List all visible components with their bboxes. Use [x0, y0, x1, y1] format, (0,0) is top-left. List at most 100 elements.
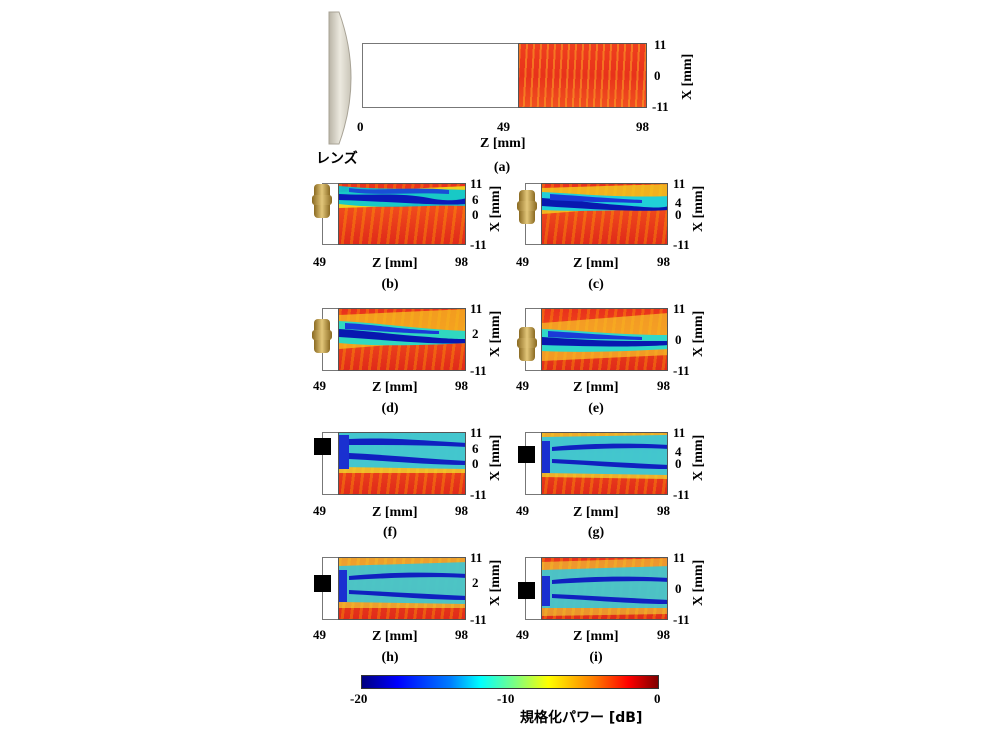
- panel-caption: (d): [381, 401, 399, 416]
- panel-caption: (g): [587, 525, 605, 540]
- y-axis-label: X [mm]: [691, 434, 706, 481]
- y-axis-label: X [mm]: [488, 185, 503, 232]
- x-axis-label: Z [mm]: [573, 505, 619, 520]
- x-axis-label: Z [mm]: [372, 256, 418, 271]
- field-map: [541, 557, 668, 620]
- y-axis-label: X [mm]: [680, 53, 695, 100]
- y-tick: -11: [470, 487, 487, 502]
- x-tick: 49: [313, 254, 326, 269]
- brass-cylinder-icon: [517, 190, 537, 224]
- colorbar-tick: 0: [654, 691, 661, 706]
- x-tick: 49: [516, 378, 529, 393]
- y-tick: -11: [673, 237, 690, 252]
- x-axis-label: Z [mm]: [573, 380, 619, 395]
- y-tick: -11: [673, 363, 690, 378]
- x-axis-label: Z [mm]: [372, 629, 418, 644]
- y-tick: 6: [472, 441, 479, 456]
- panel-frame: [322, 432, 338, 495]
- brass-cylinder-icon: [312, 184, 332, 218]
- field-map-a: [518, 43, 647, 108]
- y-axis-label: X [mm]: [488, 559, 503, 606]
- lens-icon: [328, 11, 352, 145]
- panel-caption: (h): [381, 650, 399, 665]
- x-tick: 98: [455, 378, 468, 393]
- colorbar-tick: -10: [497, 691, 515, 706]
- y-tick: 11: [673, 176, 686, 191]
- x-axis-label: Z [mm]: [573, 256, 619, 271]
- x-tick: 98: [636, 119, 649, 134]
- x-tick: 49: [497, 119, 510, 134]
- y-tick: 11: [673, 425, 686, 440]
- y-tick: 2: [472, 575, 479, 590]
- empty-region: [362, 43, 518, 108]
- field-map: [338, 432, 466, 495]
- x-tick: 98: [657, 378, 670, 393]
- panel-caption: (f): [383, 525, 397, 540]
- x-tick: 98: [455, 627, 468, 642]
- field-map: [338, 557, 466, 620]
- y-tick: 11: [470, 550, 483, 565]
- y-axis-label: X [mm]: [691, 185, 706, 232]
- x-axis-label: Z [mm]: [372, 505, 418, 520]
- x-tick: 98: [657, 627, 670, 642]
- x-tick: 49: [313, 378, 326, 393]
- x-tick: 98: [657, 254, 670, 269]
- panel-caption: (i): [589, 650, 603, 665]
- y-tick: 0: [675, 456, 682, 471]
- panel-caption: (a): [493, 160, 511, 175]
- field-map: [338, 183, 466, 245]
- y-tick: -11: [470, 612, 487, 627]
- y-axis-label: X [mm]: [691, 310, 706, 357]
- y-tick: -11: [470, 363, 487, 378]
- y-tick: 11: [470, 301, 483, 316]
- field-map: [541, 308, 668, 371]
- x-tick: 98: [455, 254, 468, 269]
- y-tick: 0: [472, 456, 479, 471]
- y-tick: 4: [675, 444, 682, 459]
- y-tick: -11: [673, 487, 690, 502]
- y-tick: 0: [675, 207, 682, 222]
- x-tick: 98: [657, 503, 670, 518]
- field-map: [338, 308, 466, 371]
- black-square-icon: [518, 582, 535, 599]
- colorbar-tick: -20: [350, 691, 368, 706]
- x-axis-label: Z [mm]: [372, 380, 418, 395]
- panel-caption: (e): [588, 401, 604, 416]
- lens-label: レンズ: [316, 151, 358, 167]
- x-tick: 98: [455, 503, 468, 518]
- colorbar-label: 規格化パワー [dB]: [520, 710, 643, 726]
- brass-cylinder-icon: [312, 319, 332, 353]
- y-axis-label: X [mm]: [691, 559, 706, 606]
- y-axis-label: X [mm]: [488, 310, 503, 357]
- y-tick: 11: [673, 550, 686, 565]
- y-tick: 11: [470, 425, 483, 440]
- x-axis-label: Z [mm]: [573, 629, 619, 644]
- panel-frame: [525, 432, 541, 495]
- y-tick: 2: [472, 326, 479, 341]
- x-tick: 49: [516, 503, 529, 518]
- x-tick: 0: [357, 119, 364, 134]
- black-square-icon: [518, 446, 535, 463]
- y-tick: -11: [673, 612, 690, 627]
- x-tick: 49: [313, 627, 326, 642]
- y-tick: 0: [654, 68, 661, 83]
- y-tick: -11: [652, 99, 669, 114]
- x-axis-label: Z [mm]: [480, 136, 526, 151]
- y-tick: 0: [675, 581, 682, 596]
- x-tick: 49: [516, 254, 529, 269]
- brass-cylinder-icon: [517, 327, 537, 361]
- panel-caption: (b): [381, 277, 399, 292]
- panel-caption: (c): [588, 277, 604, 292]
- black-square-icon: [314, 575, 331, 592]
- y-tick: 6: [472, 192, 479, 207]
- x-tick: 49: [516, 627, 529, 642]
- field-map: [541, 183, 668, 245]
- y-tick: 0: [472, 207, 479, 222]
- y-tick: 11: [673, 301, 686, 316]
- y-tick: -11: [470, 237, 487, 252]
- y-tick: 0: [675, 332, 682, 347]
- colorbar: [361, 675, 659, 689]
- x-tick: 49: [313, 503, 326, 518]
- black-square-icon: [314, 438, 331, 455]
- field-map: [541, 432, 668, 495]
